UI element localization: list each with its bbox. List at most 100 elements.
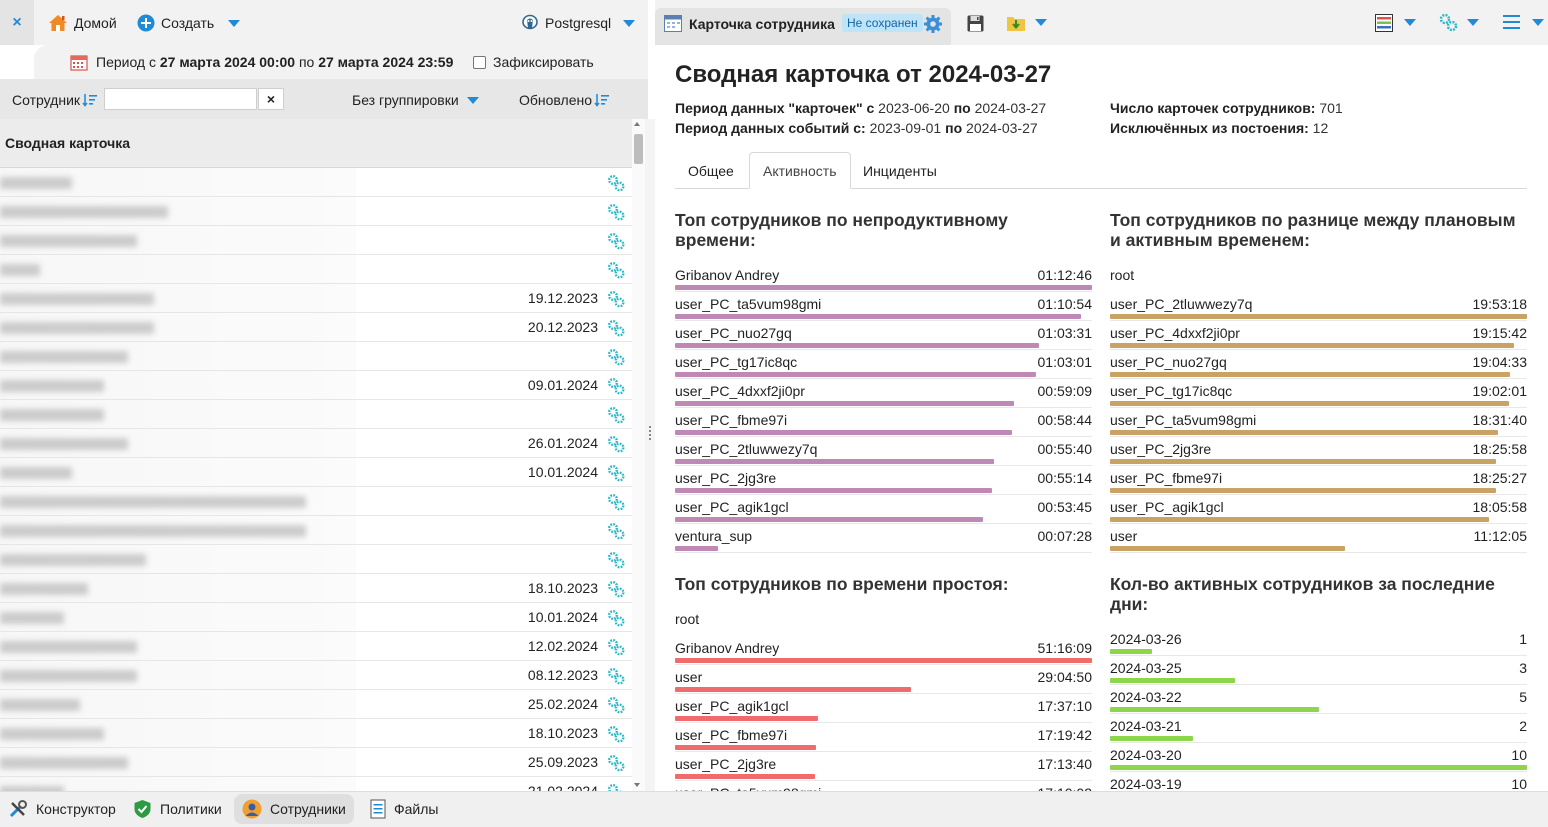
settings-gears-icon[interactable] bbox=[606, 695, 626, 715]
period-text[interactable]: Период с 27 марта 2024 00:00 по 27 марта… bbox=[96, 54, 453, 70]
home-button[interactable]: Домой bbox=[48, 11, 117, 35]
checkbox-box[interactable] bbox=[473, 55, 486, 69]
settings-gears-icon[interactable] bbox=[606, 492, 626, 512]
ranking-bar bbox=[675, 314, 1082, 319]
settings-gears-icon[interactable] bbox=[606, 724, 626, 744]
ranking-bar bbox=[675, 774, 816, 779]
ranking-row: user_PC_4dxxf2ji0pr 00:59:09 bbox=[675, 379, 1092, 408]
obscured-employee-name bbox=[0, 641, 137, 653]
ranking-value: 00:55:14 bbox=[1037, 470, 1093, 486]
chevron-down-icon[interactable] bbox=[1467, 19, 1479, 26]
settings-gears-icon[interactable] bbox=[606, 347, 626, 367]
nav-policies[interactable]: Политики bbox=[125, 794, 230, 824]
list-item[interactable]: 08.12.2023 bbox=[0, 661, 632, 690]
nav-constructor[interactable]: Конструктор bbox=[0, 794, 124, 824]
nav-employees[interactable]: Сотрудники bbox=[234, 794, 354, 824]
settings-gears-icon[interactable] bbox=[606, 173, 626, 193]
ranking-name: user_PC_tg17ic8qc bbox=[675, 354, 798, 370]
employee-search-input[interactable] bbox=[104, 88, 257, 110]
settings-gears-icon[interactable] bbox=[606, 753, 626, 773]
settings-gears-icon[interactable] bbox=[606, 202, 626, 222]
tab-incidents[interactable]: Инциденты bbox=[863, 162, 937, 179]
settings-gears-icon[interactable] bbox=[606, 318, 626, 338]
scroll-down-icon[interactable] bbox=[634, 783, 640, 787]
settings-gears-icon[interactable] bbox=[606, 782, 626, 791]
ranking-name: ventura_sup bbox=[675, 528, 753, 544]
tab-activity[interactable]: Активность bbox=[749, 152, 851, 189]
settings-gears-icon[interactable] bbox=[606, 405, 626, 425]
chevron-down-icon[interactable] bbox=[1404, 19, 1416, 26]
settings-gears-icon[interactable] bbox=[606, 608, 626, 628]
settings-gears-icon[interactable] bbox=[606, 289, 626, 309]
list-item[interactable]: 18.10.2023 bbox=[0, 719, 632, 748]
list-item[interactable]: 09.01.2024 bbox=[0, 371, 632, 400]
list-item[interactable]: 19.12.2023 bbox=[0, 284, 632, 313]
list-item[interactable] bbox=[0, 226, 632, 255]
list-item[interactable]: 21.02.2024 bbox=[0, 777, 632, 791]
columns-settings-icon[interactable] bbox=[1375, 14, 1393, 32]
ranking-row: user_PC_2tluwwezy7q 19:53:18 bbox=[1110, 292, 1527, 321]
grouping-dropdown[interactable]: Без группировки bbox=[352, 92, 479, 108]
list-item[interactable]: 26.01.2024 bbox=[0, 429, 632, 458]
ranking-row: user_PC_2jg3re 17:13:40 bbox=[675, 752, 1092, 781]
gears-icon[interactable] bbox=[1439, 13, 1458, 32]
list-item[interactable] bbox=[0, 516, 632, 545]
list-item[interactable]: 20.12.2023 bbox=[0, 313, 632, 342]
list-item[interactable] bbox=[0, 400, 632, 429]
list-item[interactable]: 25.02.2024 bbox=[0, 690, 632, 719]
list-scrollbar[interactable] bbox=[632, 119, 645, 791]
shield-icon bbox=[134, 800, 151, 818]
nav-files[interactable]: Файлы bbox=[362, 794, 446, 824]
ranking-value: 00:58:44 bbox=[1037, 412, 1093, 428]
list-item[interactable] bbox=[0, 545, 632, 574]
settings-gear-icon[interactable] bbox=[923, 14, 943, 34]
settings-gears-icon[interactable] bbox=[606, 434, 626, 454]
chevron-down-icon[interactable] bbox=[1532, 19, 1544, 26]
settings-gears-icon[interactable] bbox=[606, 231, 626, 251]
save-icon[interactable] bbox=[967, 15, 984, 32]
employee-sort[interactable]: Сотрудник bbox=[12, 92, 98, 108]
ranking-bar bbox=[1110, 488, 1497, 493]
pane-splitter[interactable] bbox=[645, 119, 655, 791]
settings-gears-icon[interactable] bbox=[606, 463, 626, 483]
ranking-value: 19:02:01 bbox=[1472, 383, 1528, 399]
menu-icon[interactable] bbox=[1503, 15, 1520, 29]
calendar-icon[interactable] bbox=[70, 53, 88, 71]
settings-gears-icon[interactable] bbox=[606, 260, 626, 280]
list-header-title: Сводная карточка bbox=[5, 135, 131, 151]
obscured-employee-name bbox=[0, 380, 104, 392]
scrollbar-thumb[interactable] bbox=[634, 134, 643, 164]
clear-search-button[interactable]: × bbox=[258, 88, 284, 110]
ranking-name: 2024-03-21 bbox=[1110, 718, 1182, 734]
list-item[interactable]: 18.10.2023 bbox=[0, 574, 632, 603]
list-item[interactable]: 12.02.2024 bbox=[0, 632, 632, 661]
list-item[interactable]: 10.01.2024 bbox=[0, 603, 632, 632]
scroll-up-icon[interactable] bbox=[634, 122, 640, 126]
export-folder-icon[interactable] bbox=[1006, 14, 1026, 32]
close-icon[interactable]: × bbox=[0, 0, 34, 45]
create-button[interactable]: Создать bbox=[137, 11, 241, 35]
fix-period-checkbox[interactable]: Зафиксировать bbox=[473, 54, 594, 70]
list-item[interactable] bbox=[0, 168, 632, 197]
list-item[interactable] bbox=[0, 342, 632, 371]
active-block-title: Кол-во активных сотрудников за последние… bbox=[1110, 574, 1495, 614]
settings-gears-icon[interactable] bbox=[606, 579, 626, 599]
settings-gears-icon[interactable] bbox=[606, 521, 626, 541]
tab-general[interactable]: Общее bbox=[688, 162, 734, 179]
ranking-bar bbox=[1110, 459, 1497, 464]
list-item[interactable] bbox=[0, 255, 632, 284]
updated-sort[interactable]: Обновлено bbox=[519, 92, 610, 108]
tab-employee-card[interactable]: Карточка сотрудника Не сохранен bbox=[655, 8, 951, 45]
list-item[interactable] bbox=[0, 487, 632, 516]
settings-gears-icon[interactable] bbox=[606, 550, 626, 570]
database-selector[interactable]: Postgresql bbox=[521, 11, 636, 35]
ranking-name: 2024-03-19 bbox=[1110, 776, 1182, 791]
settings-gears-icon[interactable] bbox=[606, 376, 626, 396]
list-item[interactable]: 10.01.2024 bbox=[0, 458, 632, 487]
obscured-employee-name bbox=[0, 293, 154, 305]
list-item[interactable] bbox=[0, 197, 632, 226]
settings-gears-icon[interactable] bbox=[606, 637, 626, 657]
list-item[interactable]: 25.09.2023 bbox=[0, 748, 632, 777]
chevron-down-icon[interactable] bbox=[1035, 19, 1047, 26]
settings-gears-icon[interactable] bbox=[606, 666, 626, 686]
